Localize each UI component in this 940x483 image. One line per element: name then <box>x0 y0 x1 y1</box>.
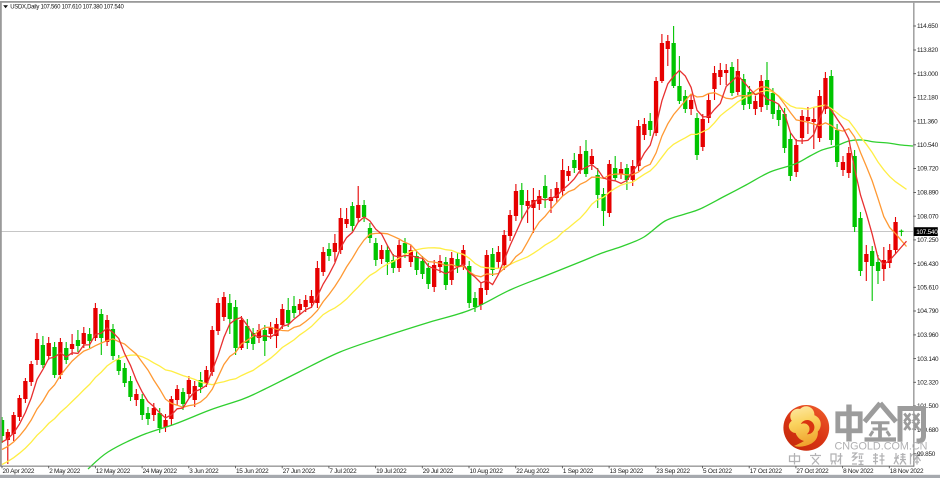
svg-text:3 Jun 2022: 3 Jun 2022 <box>189 468 219 475</box>
svg-text:103.140: 103.140 <box>917 356 939 363</box>
svg-text:22 Aug 2022: 22 Aug 2022 <box>516 468 550 475</box>
svg-text:7 Jul 2022: 7 Jul 2022 <box>329 468 357 475</box>
svg-text:102.320: 102.320 <box>917 380 939 387</box>
svg-text:107.250: 107.250 <box>917 237 939 244</box>
svg-text:108.890: 108.890 <box>917 190 939 197</box>
svg-text:114.650: 114.650 <box>917 23 939 30</box>
svg-text:108.070: 108.070 <box>917 213 939 220</box>
svg-text:CNGOLD.COM.CN: CNGOLD.COM.CN <box>835 441 928 453</box>
svg-text:18 Nov 2022: 18 Nov 2022 <box>890 468 924 475</box>
svg-text:17 Oct 2022: 17 Oct 2022 <box>750 468 783 475</box>
svg-text:104.790: 104.790 <box>917 308 939 315</box>
svg-text:2 May 2022: 2 May 2022 <box>49 468 81 475</box>
svg-text:105.610: 105.610 <box>917 285 939 292</box>
svg-text:107.540: 107.540 <box>916 229 938 236</box>
svg-text:99.850: 99.850 <box>917 451 936 458</box>
svg-text:10 Aug 2022: 10 Aug 2022 <box>470 468 504 475</box>
svg-text:8 Nov 2022: 8 Nov 2022 <box>843 468 874 475</box>
svg-text:106.430: 106.430 <box>917 261 939 268</box>
svg-text:27 Jun 2022: 27 Jun 2022 <box>283 468 316 475</box>
svg-text:101.500: 101.500 <box>917 403 939 410</box>
svg-text:20 Apr 2022: 20 Apr 2022 <box>3 468 35 475</box>
svg-text:27 Oct 2022: 27 Oct 2022 <box>796 468 829 475</box>
svg-text:12 May 2022: 12 May 2022 <box>96 468 131 475</box>
svg-text:29 Jul 2022: 29 Jul 2022 <box>423 468 454 475</box>
svg-text:112.180: 112.180 <box>917 95 939 102</box>
svg-text:1 Sep 2022: 1 Sep 2022 <box>563 468 594 475</box>
svg-text:5 Oct 2022: 5 Oct 2022 <box>703 468 732 475</box>
svg-text:110.540: 110.540 <box>917 142 939 149</box>
svg-text:15 Jun 2022: 15 Jun 2022 <box>236 468 269 475</box>
svg-text:23 Sep 2022: 23 Sep 2022 <box>656 468 690 475</box>
svg-text:13 Sep 2022: 13 Sep 2022 <box>610 468 644 475</box>
svg-text:19 Jul 2022: 19 Jul 2022 <box>376 468 407 475</box>
svg-text:100.680: 100.680 <box>917 427 939 434</box>
svg-text:103.960: 103.960 <box>917 332 939 339</box>
svg-text:113.000: 113.000 <box>917 71 939 78</box>
svg-text:113.820: 113.820 <box>917 47 939 54</box>
svg-text:111.360: 111.360 <box>917 118 938 125</box>
svg-text:24 May 2022: 24 May 2022 <box>143 468 178 475</box>
svg-text:109.720: 109.720 <box>917 166 939 173</box>
svg-text:USDX,Daily 107.560 107.610 10: USDX,Daily 107.560 107.610 107.380 107.5… <box>10 5 124 11</box>
